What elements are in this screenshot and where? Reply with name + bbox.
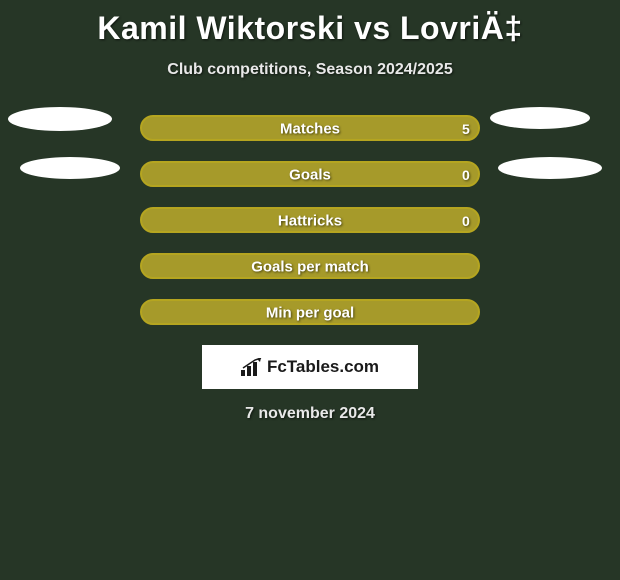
left-ellipse — [20, 157, 120, 179]
stat-label: Goals — [140, 167, 480, 184]
stat-value-right: 5 — [462, 121, 470, 137]
stat-label: Hattricks — [140, 213, 480, 230]
stat-label: Min per goal — [140, 305, 480, 322]
stat-row: Hattricks0 — [0, 207, 620, 235]
subtitle: Club competitions, Season 2024/2025 — [0, 61, 620, 79]
stat-row: Matches5 — [0, 115, 620, 143]
logo-text: FcTables.com — [267, 357, 379, 377]
bars-icon — [241, 358, 263, 376]
right-ellipse — [498, 157, 602, 179]
right-ellipse — [490, 107, 590, 129]
fctables-logo: FcTables.com — [241, 357, 379, 377]
chart-area: Matches5Goals0Hattricks0Goals per matchM… — [0, 115, 620, 327]
stat-label: Matches — [140, 121, 480, 138]
stat-row: Min per goal — [0, 299, 620, 327]
logo-box: FcTables.com — [202, 345, 418, 389]
stat-row: Goals0 — [0, 161, 620, 189]
date-label: 7 november 2024 — [0, 405, 620, 423]
left-ellipse — [8, 107, 112, 131]
stat-value-right: 0 — [462, 213, 470, 229]
page-title: Kamil Wiktorski vs LovriÄ‡ — [0, 0, 620, 47]
stat-value-right: 0 — [462, 167, 470, 183]
stat-row: Goals per match — [0, 253, 620, 281]
stat-label: Goals per match — [140, 259, 480, 276]
